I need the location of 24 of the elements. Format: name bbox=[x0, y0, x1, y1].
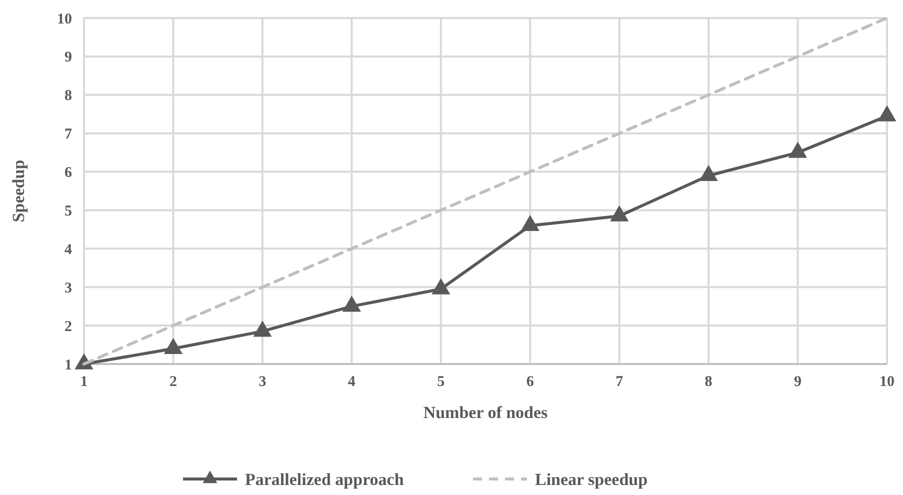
x-tick-label: 3 bbox=[258, 374, 266, 390]
y-tick-label: 5 bbox=[64, 203, 72, 220]
legend-label: Linear speedup bbox=[535, 470, 648, 489]
x-tick-label: 6 bbox=[526, 374, 534, 390]
x-tick-label: 4 bbox=[348, 374, 356, 390]
y-axis-title: Speedup bbox=[9, 160, 28, 222]
y-tick-label: 8 bbox=[64, 88, 72, 104]
x-tick-label: 10 bbox=[880, 374, 894, 390]
x-tick-label: 5 bbox=[437, 374, 445, 390]
x-tick-label: 7 bbox=[616, 374, 624, 390]
y-tick-label: 4 bbox=[64, 242, 72, 258]
y-tick-label: 9 bbox=[64, 50, 72, 66]
y-tick-label: 1 bbox=[64, 357, 72, 374]
x-tick-label: 2 bbox=[169, 374, 177, 390]
y-tick-label: 6 bbox=[64, 165, 72, 182]
x-axis-title: Number of nodes bbox=[423, 403, 548, 422]
x-tick-label: 8 bbox=[704, 374, 712, 390]
y-tick-label: 2 bbox=[64, 318, 72, 335]
x-tick-label: 9 bbox=[794, 374, 802, 390]
y-tick-label: 10 bbox=[57, 11, 72, 28]
y-tick-label: 3 bbox=[64, 280, 72, 296]
legend-label: Parallelized approach bbox=[245, 470, 404, 489]
y-tick-label: 7 bbox=[64, 126, 72, 143]
x-tick-label: 1 bbox=[80, 374, 88, 390]
